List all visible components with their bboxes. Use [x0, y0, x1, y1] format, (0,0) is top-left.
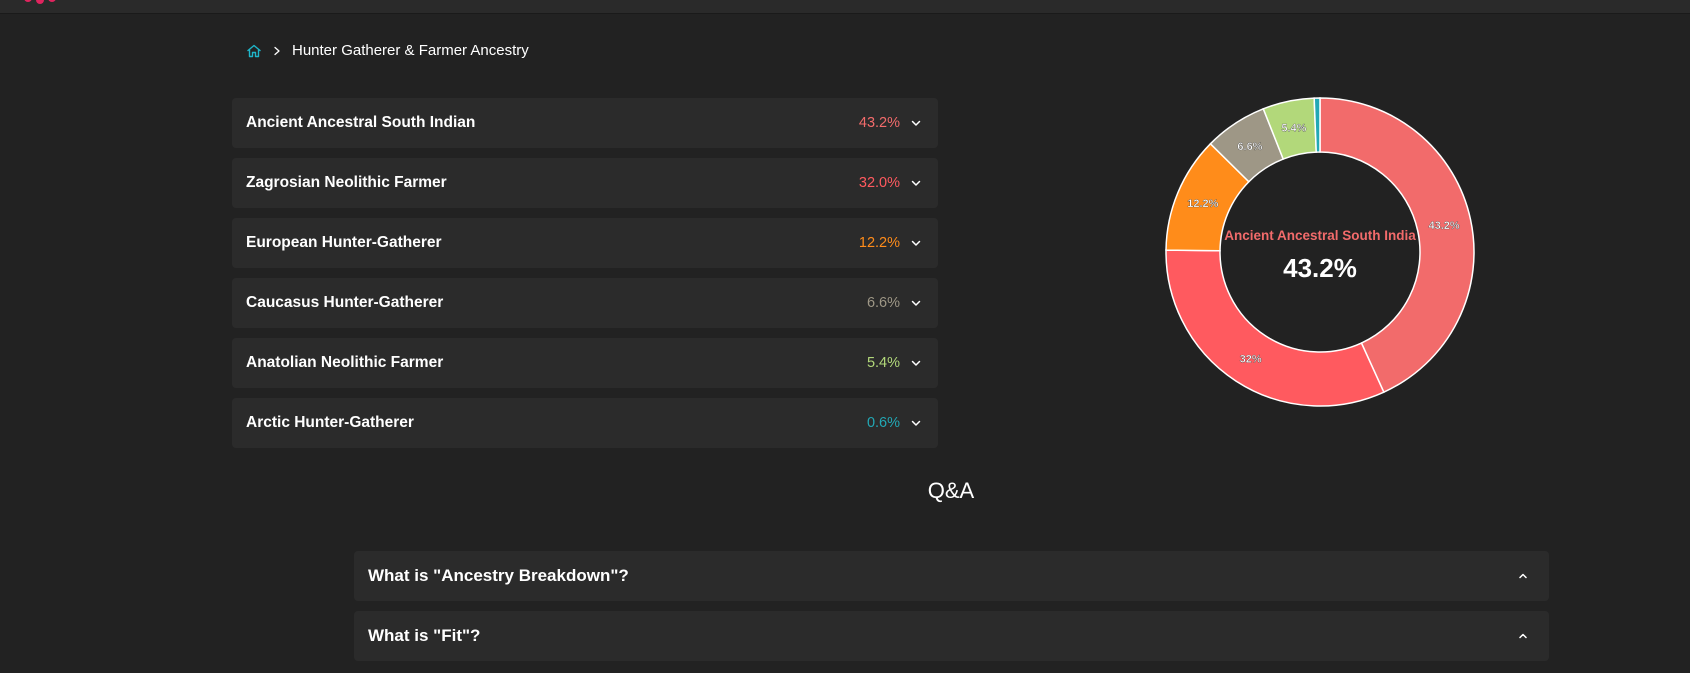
chart-center-title: Ancient Ancestral South India [1224, 228, 1416, 243]
chevron-down-icon[interactable] [910, 117, 922, 129]
ancestry-row-caucasus-hunter-gatherer[interactable]: Caucasus Hunter-Gatherer 6.6% [232, 278, 938, 328]
donut-slice-5[interactable] [1313, 97, 1321, 153]
qa-title-text: Q&A [927, 478, 975, 503]
qa-list: What is "Ancestry Breakdown"? What is "F… [354, 551, 1549, 671]
ancestry-value: 32.0% [858, 175, 900, 191]
donut-slice-1[interactable] [1165, 249, 1385, 407]
ancestry-row-anatolian-neolithic-farmer[interactable]: Anatolian Neolithic Farmer 5.4% [232, 338, 938, 388]
donut-slice-0[interactable] [1319, 97, 1475, 394]
donut-slice-label-1: 32% [1240, 353, 1262, 365]
ancestry-value: 12.2% [858, 235, 900, 251]
ancestry-value: 43.2% [858, 115, 900, 131]
ancestry-donut-chart: 43.2% 32% 12.2% 6.6% 5.4% Ancient Ancestral … [1160, 92, 1480, 412]
ancestry-row-ancient-ancestral-south-indian[interactable]: Ancient Ancestral South Indian 43.2% [232, 98, 938, 148]
qa-question: What is "Ancestry Breakdown"? [368, 566, 629, 585]
ancestry-label: Anatolian Neolithic Farmer [246, 354, 444, 371]
chevron-right-icon [274, 46, 280, 55]
donut-slice-label-4: 5.4% [1281, 123, 1306, 135]
chevron-down-icon[interactable] [910, 417, 922, 429]
chart-center-value: 43.2% [1283, 253, 1357, 283]
qa-section-title: Q&A [0, 478, 1690, 504]
ancestry-row-european-hunter-gatherer[interactable]: European Hunter-Gatherer 12.2% [232, 218, 938, 268]
chevron-down-icon[interactable] [910, 357, 922, 369]
brand-logo[interactable] [22, 0, 62, 6]
ancestry-label: Caucasus Hunter-Gatherer [246, 294, 444, 311]
breadcrumb-current: Hunter Gatherer & Farmer Ancestry [292, 42, 529, 59]
donut-chart-svg: 43.2% 32% 12.2% 6.6% 5.4% Ancient Ancestral … [1165, 97, 1475, 407]
ancestry-row-arctic-hunter-gatherer[interactable]: Arctic Hunter-Gatherer 0.6% [232, 398, 938, 448]
ancestry-label: Ancient Ancestral South Indian [246, 114, 476, 131]
qa-item-fit[interactable]: What is "Fit"? [354, 611, 1549, 661]
ancestry-list: Ancient Ancestral South Indian 43.2% Zag… [232, 98, 938, 458]
chevron-down-icon[interactable] [910, 177, 922, 189]
chevron-up-icon[interactable] [1517, 630, 1529, 642]
ancestry-value: 0.6% [866, 415, 900, 431]
chevron-up-icon[interactable] [1517, 570, 1529, 582]
qa-question: What is "Fit"? [368, 626, 481, 645]
donut-slice-label-0: 43.2% [1429, 220, 1460, 232]
ancestry-label: European Hunter-Gatherer [246, 234, 442, 251]
ancestry-label: Zagrosian Neolithic Farmer [246, 174, 447, 191]
ancestry-value: 5.4% [866, 355, 900, 371]
home-icon[interactable] [246, 43, 262, 59]
ancestry-label: Arctic Hunter-Gatherer [246, 414, 414, 431]
donut-slice-label-3: 6.6% [1237, 141, 1262, 153]
chevron-down-icon[interactable] [910, 297, 922, 309]
top-navigation-bar [0, 0, 1690, 14]
chevron-down-icon[interactable] [910, 237, 922, 249]
ancestry-value: 6.6% [866, 295, 900, 311]
donut-slice-label-2: 12.2% [1187, 198, 1218, 210]
breadcrumb: Hunter Gatherer & Farmer Ancestry [246, 42, 529, 59]
ancestry-row-zagrosian-neolithic-farmer[interactable]: Zagrosian Neolithic Farmer 32.0% [232, 158, 938, 208]
qa-item-ancestry-breakdown[interactable]: What is "Ancestry Breakdown"? [354, 551, 1549, 601]
